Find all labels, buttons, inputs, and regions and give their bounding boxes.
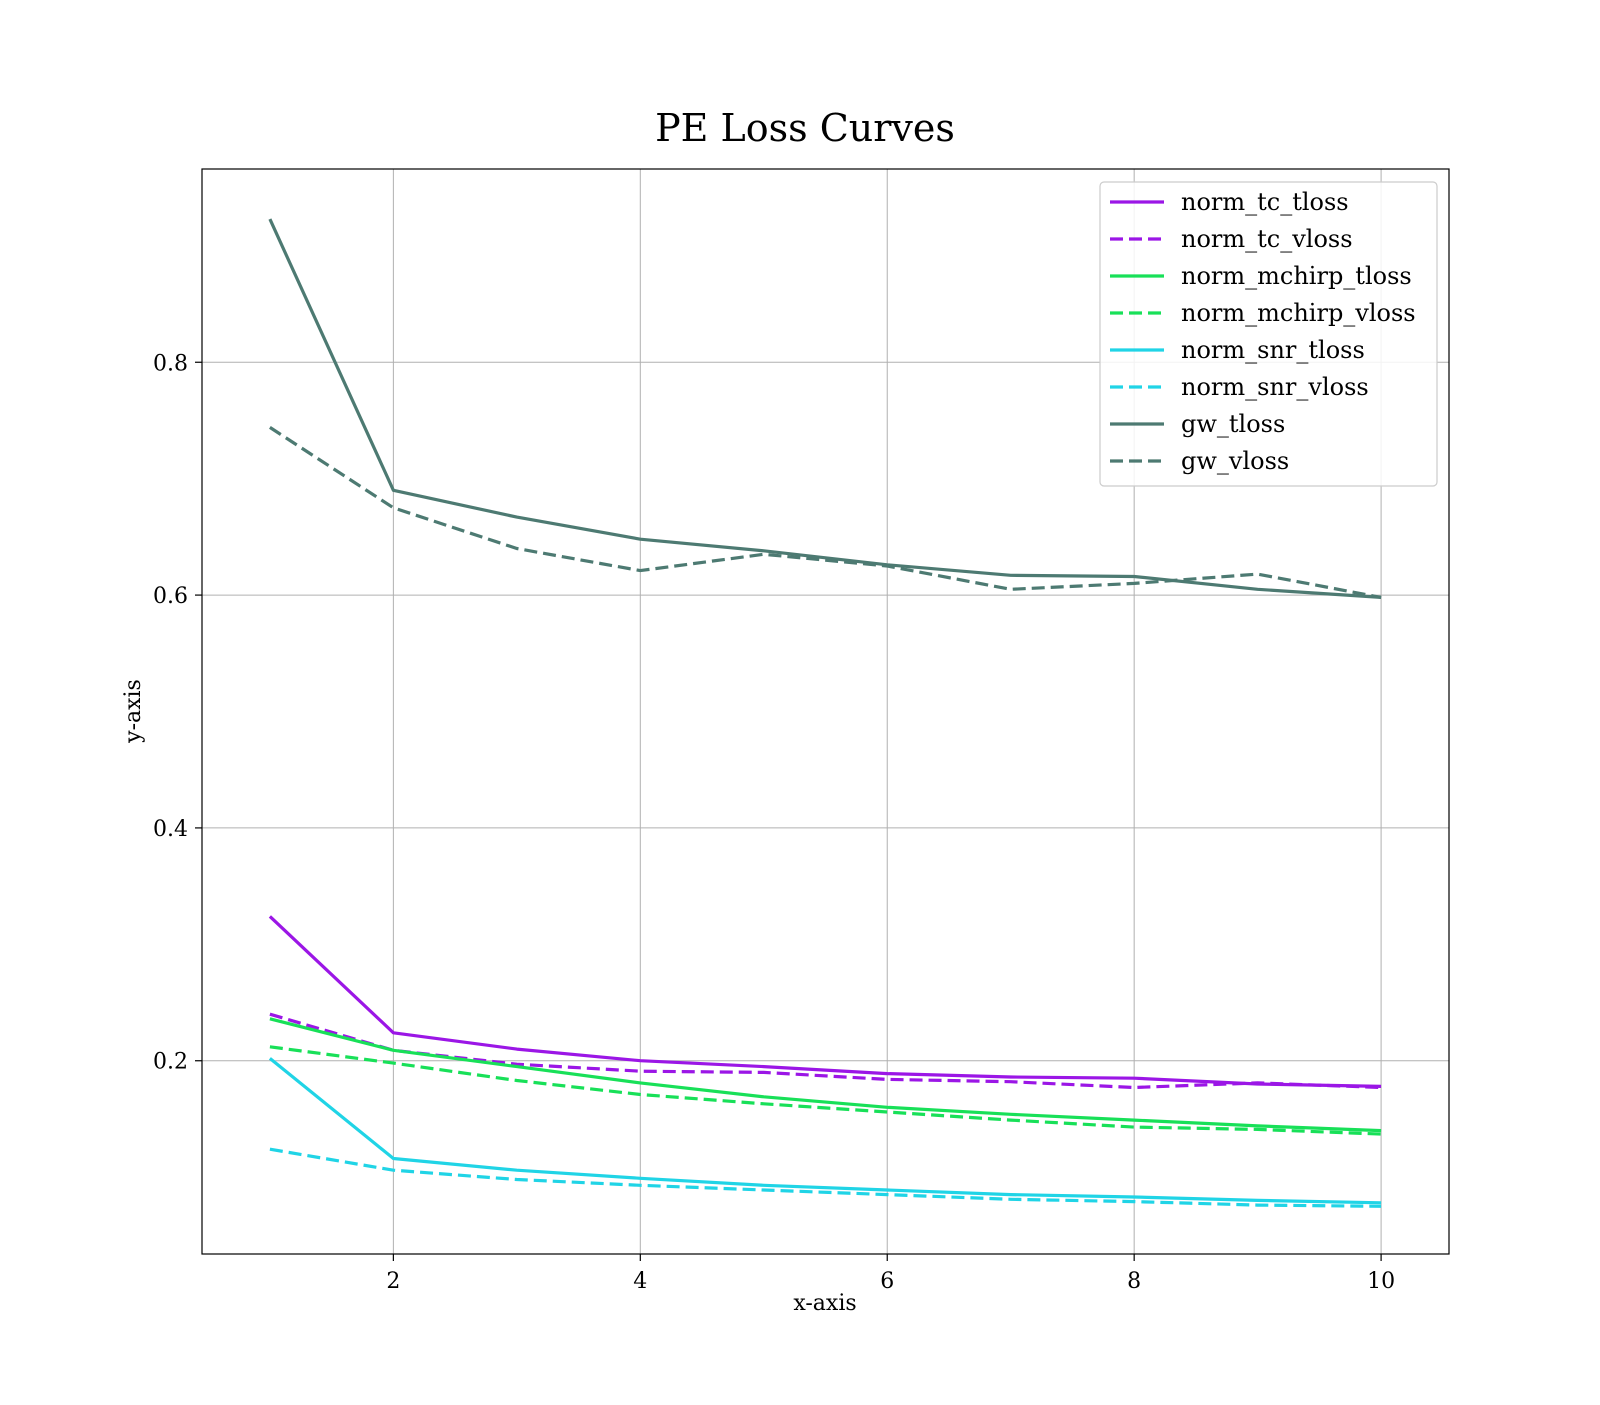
series-lines — [268, 218, 1382, 1208]
legend-label: norm_snr_vloss — [1181, 373, 1369, 401]
x-tick-label: 4 — [633, 1269, 647, 1294]
x-tick-label: 2 — [386, 1269, 400, 1294]
legend-label: norm_mchirp_vloss — [1181, 299, 1416, 327]
chart-title: PE Loss Curves — [655, 106, 955, 150]
y-tick-label: 0.8 — [153, 351, 188, 376]
series-line-norm-mchirp-tloss — [269, 1017, 1382, 1133]
legend-label: gw_tloss — [1181, 410, 1285, 438]
legend-label: norm_tc_vloss — [1181, 225, 1353, 253]
x-tick-label: 6 — [880, 1269, 894, 1294]
y-tick-label: 0.4 — [153, 817, 188, 842]
series-line-gw-vloss — [269, 426, 1382, 599]
x-tick-label: 10 — [1367, 1269, 1395, 1294]
series-line-gw-tloss — [268, 218, 1382, 599]
legend: norm_tc_tloss norm_tc_vloss norm_mchirp_tl… — [1099, 181, 1438, 487]
legend-label: norm_mchirp_tloss — [1181, 262, 1412, 290]
series-line-norm-tc-tloss — [268, 915, 1382, 1088]
y-tick-label: 0.2 — [153, 1050, 188, 1075]
series-line-norm-snr-tloss — [268, 1057, 1382, 1205]
x-tick-label: 8 — [1127, 1269, 1141, 1294]
legend-label: norm_tc_tloss — [1181, 188, 1349, 216]
series-line-norm-mchirp-vloss — [269, 1045, 1382, 1136]
series-line-norm-snr-vloss — [269, 1147, 1382, 1208]
legend-box — [1099, 181, 1438, 487]
plot-frame — [201, 168, 1450, 1255]
series-line-norm-tc-vloss — [269, 1012, 1382, 1090]
legend-label: norm_snr_tloss — [1181, 336, 1365, 364]
y-tick-label: 0.6 — [153, 584, 188, 609]
legend-label: gw_vloss — [1181, 447, 1289, 475]
axis-ticks: 2 4 6 8 10 0.2 0.4 0.6 0.8 — [153, 351, 1395, 1294]
x-axis-label: x-axis — [793, 1291, 856, 1316]
y-axis-label: y-axis — [121, 679, 146, 744]
